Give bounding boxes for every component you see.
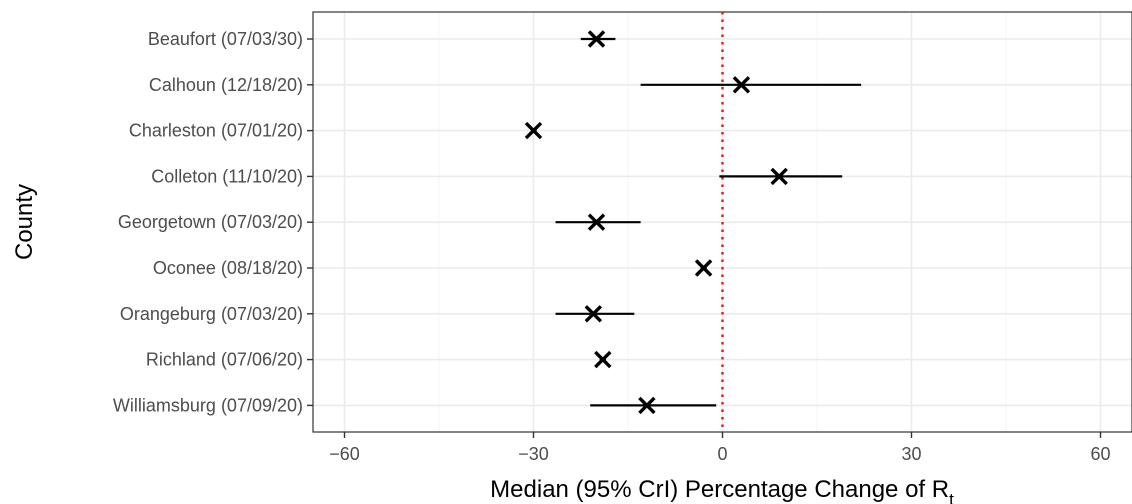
- median-marker-stroke: [732, 76, 751, 94]
- median-marker: [594, 350, 612, 369]
- median-marker: [770, 167, 788, 186]
- y-tick-label: Georgetown (07/03/20): [118, 212, 303, 232]
- median-marker: [732, 76, 751, 94]
- y-tick-label: Oconee (08/18/20): [153, 258, 303, 278]
- y-axis-title: County: [11, 184, 38, 260]
- median-marker-stroke: [524, 121, 543, 140]
- x-axis-title-main: Median (95% CrI) Percentage Change of R: [490, 476, 949, 503]
- median-marker-stroke: [587, 30, 606, 48]
- median-marker-stroke: [770, 167, 788, 186]
- x-tick-label: 0: [717, 444, 727, 464]
- median-marker: [638, 396, 656, 415]
- median-marker: [587, 30, 606, 48]
- median-marker-stroke: [638, 396, 656, 415]
- median-marker: [524, 121, 543, 140]
- estimate-series: [524, 30, 862, 415]
- median-marker-stroke: [584, 305, 603, 323]
- median-marker: [694, 259, 713, 277]
- y-tick-label: Williamsburg (07/09/20): [113, 395, 303, 415]
- x-tick-label: 30: [901, 444, 921, 464]
- x-axis: −60 −30 0 30 60: [329, 432, 1111, 464]
- y-tick-label: Orangeburg (07/03/20): [120, 304, 303, 324]
- median-marker: [584, 305, 603, 323]
- y-tick-label: Colleton (11/10/20): [151, 166, 303, 186]
- y-axis: Beaufort (07/03/30) Calhoun (12/18/20) Cha…: [113, 29, 313, 415]
- median-marker-stroke: [694, 259, 713, 277]
- x-tick-label: −30: [518, 444, 549, 464]
- x-tick-label: 60: [1090, 444, 1110, 464]
- y-tick-label: Richland (07/06/20): [146, 350, 303, 370]
- median-marker-stroke: [594, 350, 612, 369]
- x-tick-label: −60: [329, 444, 360, 464]
- x-axis-title-subscript: t: [949, 490, 954, 504]
- x-axis-title: Median (95% CrI) Percentage Change of Rt: [490, 476, 954, 504]
- median-marker: [587, 213, 606, 231]
- y-tick-label: Beaufort (07/03/30): [148, 29, 303, 49]
- y-tick-label: Charleston (07/01/20): [129, 121, 303, 141]
- y-tick-label: Calhoun (12/18/20): [149, 75, 303, 95]
- median-marker-stroke: [587, 213, 606, 231]
